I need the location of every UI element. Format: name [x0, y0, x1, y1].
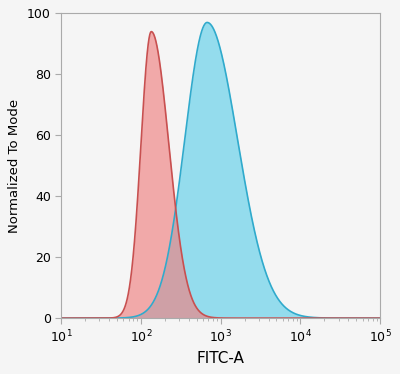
Y-axis label: Normalized To Mode: Normalized To Mode: [8, 99, 21, 233]
X-axis label: FITC-A: FITC-A: [197, 351, 245, 366]
